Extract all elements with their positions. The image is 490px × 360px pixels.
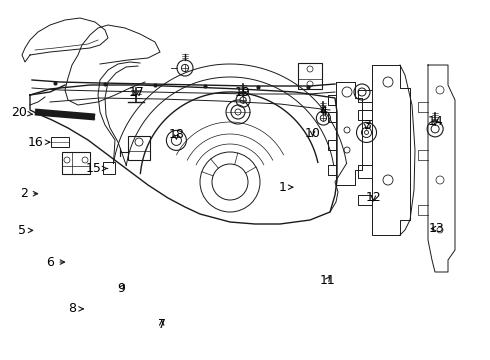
Text: 13: 13 <box>428 222 444 235</box>
Text: 15: 15 <box>86 162 108 175</box>
Text: 5: 5 <box>18 224 33 237</box>
Text: 6: 6 <box>47 256 65 269</box>
Text: 11: 11 <box>319 274 335 287</box>
Text: 8: 8 <box>69 302 83 315</box>
Text: 17: 17 <box>128 86 144 99</box>
Text: 10: 10 <box>305 127 320 140</box>
Text: 9: 9 <box>118 282 125 294</box>
Text: 3: 3 <box>363 119 370 132</box>
Text: 12: 12 <box>366 191 381 204</box>
Text: 19: 19 <box>235 86 251 99</box>
Text: 2: 2 <box>21 187 38 200</box>
Text: 7: 7 <box>158 318 166 330</box>
Text: 16: 16 <box>27 136 49 149</box>
Text: 14: 14 <box>427 115 443 128</box>
Text: 18: 18 <box>169 129 184 141</box>
Text: 1: 1 <box>278 181 293 194</box>
Text: 4: 4 <box>319 105 327 118</box>
Text: 20: 20 <box>11 106 32 119</box>
